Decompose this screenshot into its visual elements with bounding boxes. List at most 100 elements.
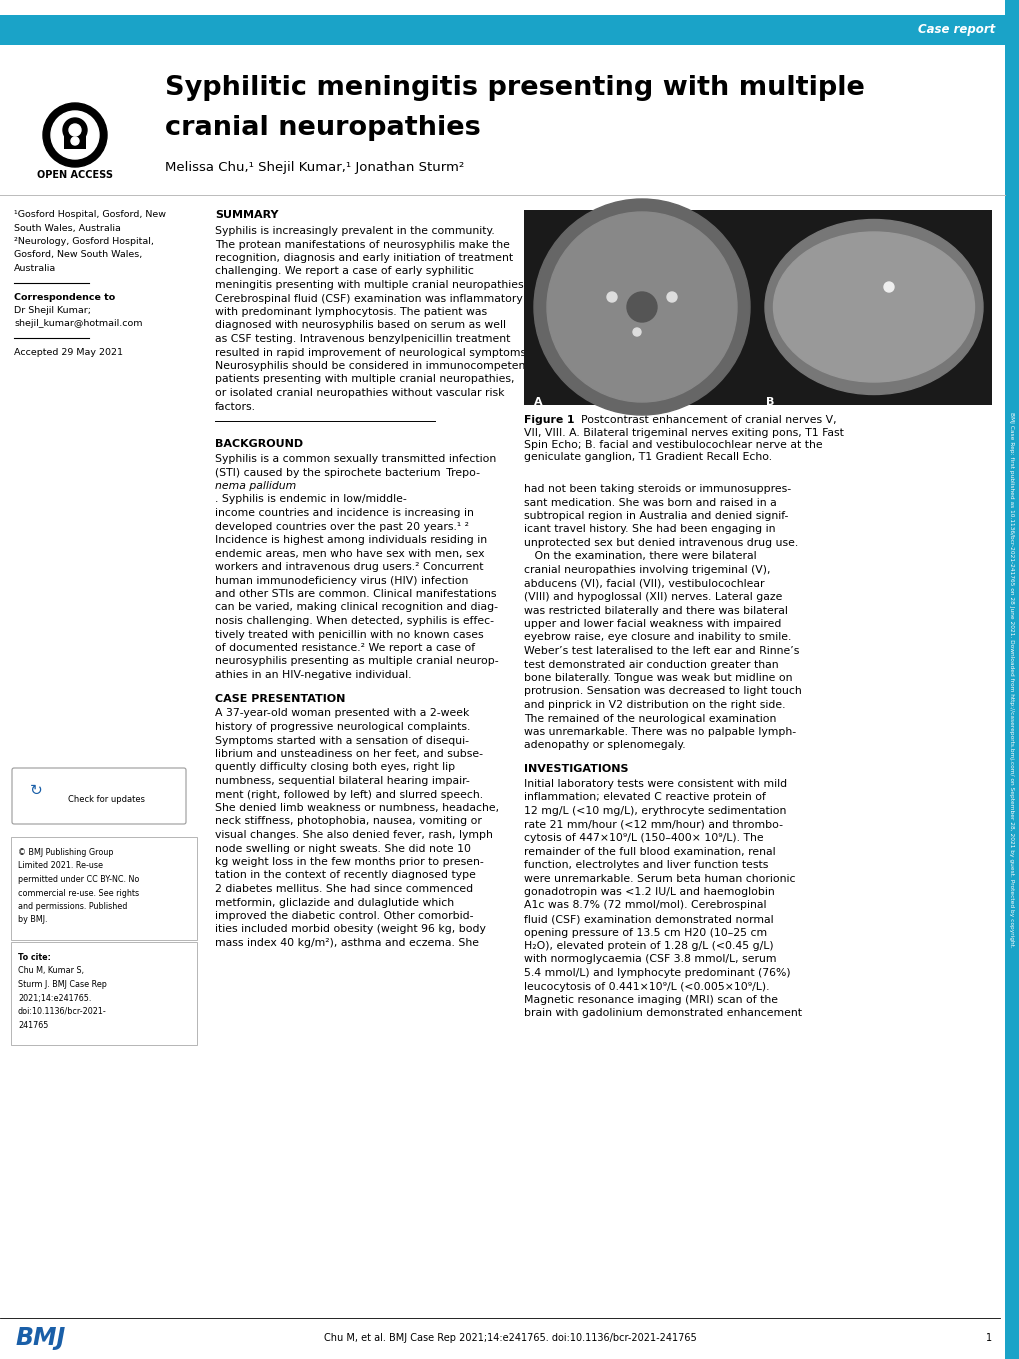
Text: Check for updates: Check for updates: [68, 795, 146, 805]
Bar: [0, 15, 1004, 45]
Text: 2021;14:e241765.: 2021;14:e241765.: [18, 993, 92, 1003]
Text: BMJ: BMJ: [16, 1326, 66, 1349]
Text: (STI) caused by the spirochete bacterium  Trepo-: (STI) caused by the spirochete bacterium…: [215, 467, 480, 477]
Text: icant travel history. She had been engaging in: icant travel history. She had been engag…: [524, 525, 774, 534]
Text: was unremarkable. There was no palpable lymph-: was unremarkable. There was no palpable …: [524, 727, 796, 737]
Text: shejil_kumar@hotmail.com: shejil_kumar@hotmail.com: [14, 319, 143, 329]
Text: function, electrolytes and liver function tests: function, electrolytes and liver functio…: [524, 860, 767, 870]
Text: inflammation; elevated C reactive protein of: inflammation; elevated C reactive protei…: [524, 792, 765, 803]
Text: The remained of the neurological examination: The remained of the neurological examina…: [524, 713, 775, 723]
Circle shape: [883, 283, 893, 292]
Text: Syphilitic meningitis presenting with multiple: Syphilitic meningitis presenting with mu…: [165, 75, 864, 101]
Text: neurosyphilis presenting as multiple cranial neurop-: neurosyphilis presenting as multiple cra…: [215, 656, 498, 666]
Text: ²Neurology, Gosford Hospital,: ²Neurology, Gosford Hospital,: [14, 236, 154, 246]
Text: commercial re-use. See rights: commercial re-use. See rights: [18, 889, 139, 897]
Circle shape: [51, 111, 99, 159]
Text: subtropical region in Australia and denied signif-: subtropical region in Australia and deni…: [524, 511, 788, 520]
Text: Correspondence to: Correspondence to: [14, 292, 115, 302]
Bar: [1004, 0, 1019, 1359]
Text: Chu M, et al. BMJ Case Rep 2021;14:e241765. doi:10.1136/bcr-2021-241765: Chu M, et al. BMJ Case Rep 2021;14:e2417…: [323, 1333, 696, 1343]
Text: Case report: Case report: [917, 23, 994, 37]
Text: was restricted bilaterally and there was bilateral: was restricted bilaterally and there was…: [524, 606, 787, 616]
Text: upper and lower facial weakness with impaired: upper and lower facial weakness with imp…: [524, 618, 781, 629]
Text: nosis challenging. When detected, syphilis is effec-: nosis challenging. When detected, syphil…: [215, 616, 493, 626]
FancyBboxPatch shape: [11, 837, 197, 940]
Text: leucocytosis of 0.441×10⁹/L (<0.005×10⁹/L).: leucocytosis of 0.441×10⁹/L (<0.005×10⁹/…: [524, 981, 768, 992]
Text: Figure 1: Figure 1: [524, 414, 574, 425]
Circle shape: [633, 328, 640, 336]
Text: patients presenting with multiple cranial neuropathies,: patients presenting with multiple crania…: [215, 375, 514, 385]
Text: remainder of the full blood examination, renal: remainder of the full blood examination,…: [524, 847, 774, 856]
Text: athies in an HIV-negative individual.: athies in an HIV-negative individual.: [215, 670, 411, 680]
Text: endemic areas, men who have sex with men, sex: endemic areas, men who have sex with men…: [215, 549, 484, 559]
Circle shape: [666, 292, 677, 302]
Text: income countries and incidence is increasing in: income countries and incidence is increa…: [215, 508, 474, 518]
Text: human immunodeficiency virus (HIV) infection: human immunodeficiency virus (HIV) infec…: [215, 575, 468, 586]
Text: 1: 1: [985, 1333, 991, 1343]
Text: workers and intravenous drug users.² Concurrent: workers and intravenous drug users.² Con…: [215, 563, 483, 572]
Text: Cerebrospinal fluid (CSF) examination was inflammatory: Cerebrospinal fluid (CSF) examination wa…: [215, 294, 523, 303]
Text: adenopathy or splenomegaly.: adenopathy or splenomegaly.: [524, 741, 685, 750]
Text: with predominant lymphocytosis. The patient was: with predominant lymphocytosis. The pati…: [215, 307, 487, 317]
Text: tively treated with penicillin with no known cases: tively treated with penicillin with no k…: [215, 629, 483, 640]
Text: © BMJ Publishing Group: © BMJ Publishing Group: [18, 848, 113, 858]
Circle shape: [627, 292, 656, 322]
Text: Magnetic resonance imaging (MRI) scan of the: Magnetic resonance imaging (MRI) scan of…: [524, 995, 777, 1006]
Text: ↻: ↻: [30, 783, 43, 798]
Text: with normoglycaemia (CSF 3.8 mmol/L, serum: with normoglycaemia (CSF 3.8 mmol/L, ser…: [524, 954, 775, 965]
Text: Incidence is highest among individuals residing in: Incidence is highest among individuals r…: [215, 535, 487, 545]
Bar: [524, 211, 991, 405]
Text: eyebrow raise, eye closure and inability to smile.: eyebrow raise, eye closure and inability…: [524, 632, 791, 643]
Text: numbness, sequential bilateral hearing impair-: numbness, sequential bilateral hearing i…: [215, 776, 470, 786]
Circle shape: [534, 198, 749, 414]
Text: Australia: Australia: [14, 264, 56, 273]
Text: Syphilis is a common sexually transmitted infection: Syphilis is a common sexually transmitte…: [215, 454, 496, 463]
Text: H₂O), elevated protein of 1.28 g/L (<0.45 g/L): H₂O), elevated protein of 1.28 g/L (<0.4…: [524, 940, 772, 951]
Circle shape: [23, 777, 49, 803]
Text: Syphilis is increasingly prevalent in the community.: Syphilis is increasingly prevalent in th…: [215, 226, 494, 236]
Text: as CSF testing. Intravenous benzylpenicillin treatment: as CSF testing. Intravenous benzylpenici…: [215, 334, 510, 344]
Circle shape: [546, 212, 737, 402]
Text: Accepted 29 May 2021: Accepted 29 May 2021: [14, 348, 123, 357]
Bar: [64, 133, 86, 149]
Text: fluid (CSF) examination demonstrated normal: fluid (CSF) examination demonstrated nor…: [524, 915, 772, 924]
Text: cranial neuropathies involving trigeminal (V),: cranial neuropathies involving trigemina…: [524, 565, 769, 575]
Text: visual changes. She also denied fever, rash, lymph: visual changes. She also denied fever, r…: [215, 830, 492, 840]
Text: 12 mg/L (<10 mg/L), erythrocyte sedimentation: 12 mg/L (<10 mg/L), erythrocyte sediment…: [524, 806, 786, 815]
Text: ¹Gosford Hospital, Gosford, New: ¹Gosford Hospital, Gosford, New: [14, 211, 166, 219]
Text: Weber’s test lateralised to the left ear and Rinne’s: Weber’s test lateralised to the left ear…: [524, 646, 799, 656]
Text: BMJ Case Rep: first published as 10.1136/bcr-2021-241765 on 28 June 2021. Downlo: BMJ Case Rep: first published as 10.1136…: [1009, 412, 1014, 947]
Circle shape: [71, 137, 78, 145]
Text: had not been taking steroids or immunosuppres-: had not been taking steroids or immunosu…: [524, 484, 791, 495]
Text: On the examination, there were bilateral: On the examination, there were bilateral: [524, 552, 756, 561]
Circle shape: [43, 103, 107, 167]
Text: challenging. We report a case of early syphilitic: challenging. We report a case of early s…: [215, 266, 474, 276]
Text: nema pallidum: nema pallidum: [215, 481, 296, 491]
Text: cranial neuropathies: cranial neuropathies: [165, 116, 480, 141]
Text: kg weight loss in the few months prior to presen-: kg weight loss in the few months prior t…: [215, 858, 483, 867]
Text: OPEN ACCESS: OPEN ACCESS: [37, 170, 113, 179]
Text: by BMJ.: by BMJ.: [18, 916, 48, 924]
Text: (VIII) and hypoglossal (XII) nerves. Lateral gaze: (VIII) and hypoglossal (XII) nerves. Lat…: [524, 593, 782, 602]
Text: cytosis of 447×10⁹/L (150–400× 10⁹/L). The: cytosis of 447×10⁹/L (150–400× 10⁹/L). T…: [524, 833, 763, 843]
Text: Limited 2021. Re-use: Limited 2021. Re-use: [18, 862, 103, 871]
Text: tation in the context of recently diagnosed type: tation in the context of recently diagno…: [215, 871, 476, 881]
Text: factors.: factors.: [215, 401, 256, 412]
Text: metformin, gliclazide and dulaglutide which: metformin, gliclazide and dulaglutide wh…: [215, 897, 453, 908]
Text: meningitis presenting with multiple cranial neuropathies.: meningitis presenting with multiple cran…: [215, 280, 527, 289]
Circle shape: [63, 118, 87, 141]
Circle shape: [606, 292, 616, 302]
Text: . Syphilis is endemic in low/middle-: . Syphilis is endemic in low/middle-: [215, 495, 407, 504]
Text: INVESTIGATIONS: INVESTIGATIONS: [524, 764, 628, 775]
Text: geniculate ganglion, T1 Gradient Recall Echo.: geniculate ganglion, T1 Gradient Recall …: [524, 453, 771, 462]
Text: The protean manifestations of neurosyphilis make the: The protean manifestations of neurosyphi…: [215, 239, 510, 250]
Text: node swelling or night sweats. She did note 10: node swelling or night sweats. She did n…: [215, 844, 471, 853]
Text: unprotected sex but denied intravenous drug use.: unprotected sex but denied intravenous d…: [524, 538, 798, 548]
Text: Initial laboratory tests were consistent with mild: Initial laboratory tests were consistent…: [524, 779, 787, 790]
Text: 241765: 241765: [18, 1021, 48, 1030]
Text: recognition, diagnosis and early initiation of treatment: recognition, diagnosis and early initiat…: [215, 253, 513, 264]
Text: ities included morbid obesity (weight 96 kg, body: ities included morbid obesity (weight 96…: [215, 924, 485, 935]
Text: developed countries over the past 20 years.¹ ²: developed countries over the past 20 yea…: [215, 522, 469, 531]
Circle shape: [69, 124, 81, 136]
Text: resulted in rapid improvement of neurological symptoms.: resulted in rapid improvement of neurolo…: [215, 348, 529, 357]
